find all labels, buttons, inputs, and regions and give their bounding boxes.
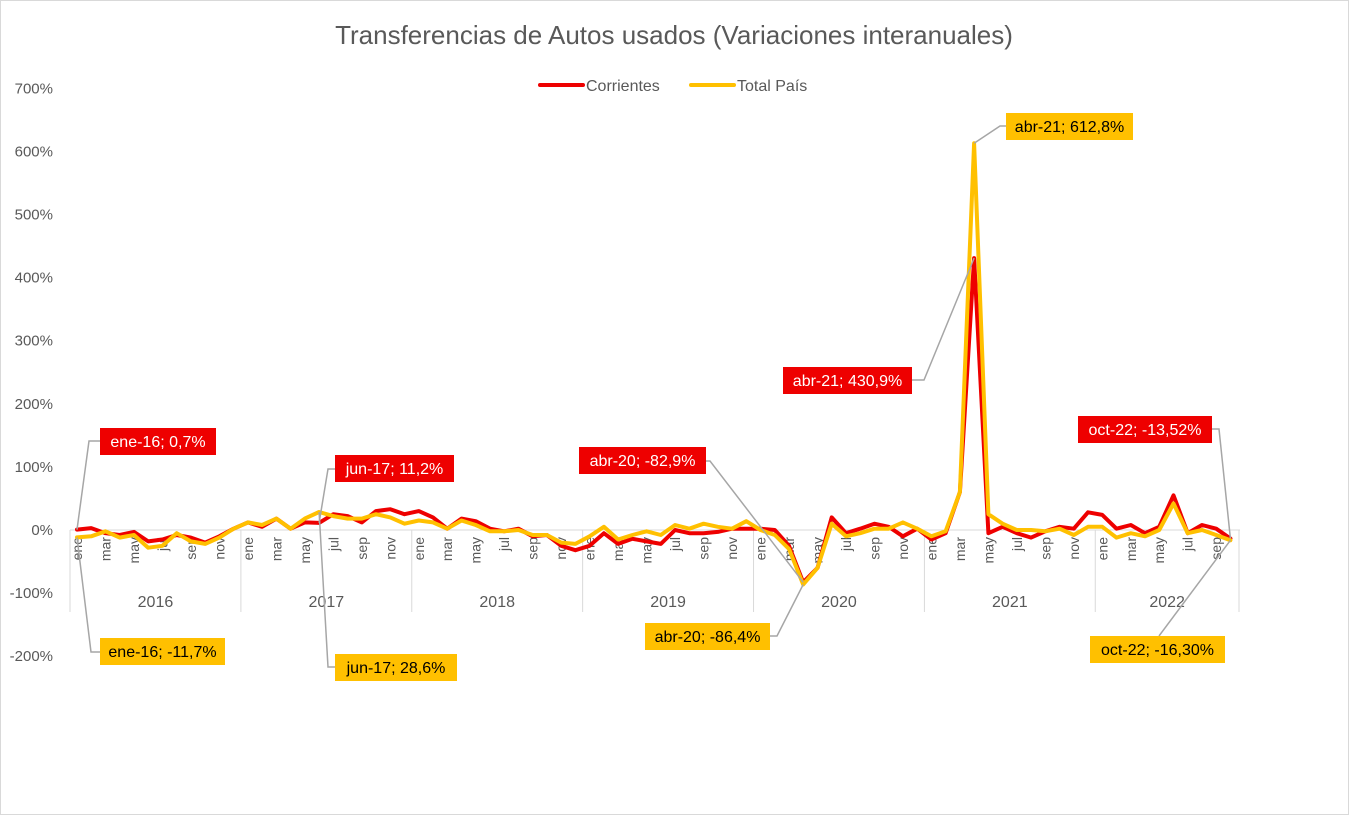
callout-box	[1078, 416, 1212, 443]
y-tick-label: -200%	[10, 648, 53, 665]
year-label: 2019	[650, 594, 686, 611]
month-label: sep	[354, 537, 370, 560]
y-tick-label: 400%	[15, 270, 53, 287]
series-line-total-pais	[75, 141, 1233, 587]
month-label: ene	[411, 537, 427, 561]
legend-label: Corrientes	[586, 78, 660, 95]
y-tick-label: 600%	[15, 143, 53, 160]
callout-connector	[973, 125, 1006, 144]
year-label: 2017	[309, 594, 345, 611]
callout-label: jun-17; 28,6%	[346, 660, 446, 677]
callout-label: oct-22; -16,30%	[1101, 642, 1214, 659]
y-tick-label: 500%	[15, 207, 53, 224]
callout-connector	[76, 440, 100, 530]
month-label: ene	[1094, 537, 1110, 561]
legend: Corrientes Total País	[538, 78, 807, 95]
callout-label: abr-20; -82,9%	[590, 453, 696, 470]
month-label: jul	[1009, 537, 1025, 552]
callout-connector	[706, 460, 804, 583]
callout-box	[100, 428, 216, 455]
callout-label: abr-20; -86,4%	[655, 629, 761, 646]
month-label: jul	[838, 537, 854, 552]
callout-box	[1006, 113, 1133, 140]
month-label: may	[980, 537, 996, 563]
month-label: sep	[1037, 537, 1053, 560]
callout-label: abr-21; 430,9%	[793, 373, 902, 390]
month-label: nov	[382, 537, 398, 560]
y-tick-label: 100%	[15, 459, 53, 476]
callout-connector	[1212, 428, 1232, 539]
month-label: nov	[895, 537, 911, 560]
callout-connector	[912, 257, 975, 381]
callout-label: ene-16; 0,7%	[110, 434, 205, 451]
month-label: mar	[1123, 537, 1139, 561]
month-label: mar	[97, 537, 113, 561]
callout-label: ene-16; -11,7%	[108, 644, 216, 661]
callout-connector	[1158, 539, 1232, 637]
year-label: 2021	[992, 594, 1028, 611]
y-axis: 700% 600% 500% 400% 300% 200% 100% 0% -100% -200%	[10, 80, 53, 665]
callout-box	[783, 367, 912, 394]
callout-box	[579, 447, 706, 474]
legend-label: Total País	[737, 78, 807, 95]
year-label: 2020	[821, 594, 857, 611]
y-tick-label: 200%	[15, 396, 53, 413]
month-label: mar	[952, 537, 968, 561]
month-label: may	[468, 537, 484, 563]
y-tick-label: -100%	[10, 585, 53, 602]
callout-connector	[318, 511, 335, 668]
month-label: sep	[696, 537, 712, 560]
month-label: ene	[240, 537, 256, 561]
callout-connector	[318, 468, 335, 524]
callout-box	[335, 455, 454, 482]
callout-box	[335, 654, 457, 681]
month-label: nov	[211, 537, 227, 560]
callout-box	[100, 638, 225, 665]
year-label: 2018	[479, 594, 515, 611]
callout-connector	[770, 584, 804, 637]
month-label: jul	[325, 537, 341, 552]
month-label: ene	[923, 537, 939, 561]
month-label: nov	[724, 537, 740, 560]
month-label: jul	[1180, 537, 1196, 552]
month-label: ene	[753, 537, 769, 561]
month-label: jul	[496, 537, 512, 552]
month-label: mar	[439, 537, 455, 561]
month-label: may	[1151, 537, 1167, 563]
month-label: nov	[1066, 537, 1082, 560]
callout-box	[1090, 636, 1225, 663]
chart-title: Transferencias de Autos usados (Variacio…	[335, 20, 1013, 50]
month-label: ene	[69, 537, 85, 561]
month-label: sep	[525, 537, 541, 560]
callout-label: oct-22; -13,52%	[1089, 422, 1202, 439]
y-tick-label: 700%	[15, 80, 53, 97]
month-label: may	[126, 537, 142, 563]
year-label: 2022	[1149, 594, 1185, 611]
callout-box	[645, 623, 770, 650]
month-label: sep	[866, 537, 882, 560]
callout-label: abr-21; 612,8%	[1015, 119, 1124, 136]
month-label: jul	[667, 537, 683, 552]
year-label: 2016	[138, 594, 174, 611]
data-callouts: ene-16; 0,7% ene-16; -11,7% jun-17; 11,2% j…	[76, 113, 1232, 681]
y-tick-label: 0%	[31, 522, 53, 539]
month-label: sep	[1208, 537, 1224, 560]
month-label: mar	[268, 537, 284, 561]
month-label: may	[297, 537, 313, 563]
callout-connector	[76, 537, 100, 653]
y-tick-label: 300%	[15, 333, 53, 350]
series-lines	[75, 141, 1233, 587]
callout-label: jun-17; 11,2%	[345, 461, 444, 478]
